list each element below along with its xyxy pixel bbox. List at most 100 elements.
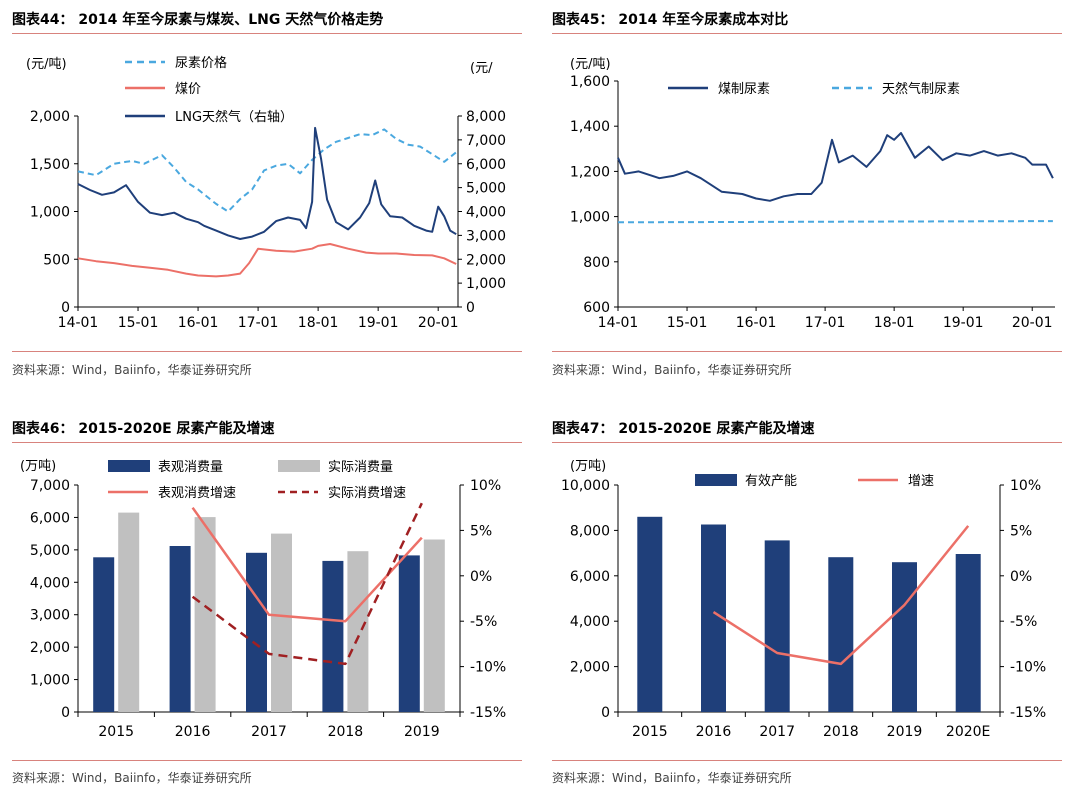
x-tick-label: 18-01 xyxy=(874,315,915,331)
y-tick-label-left: 6,000 xyxy=(30,510,70,526)
title-rule-46 xyxy=(12,442,522,443)
x-tick-label: 2020E xyxy=(946,724,990,740)
y-tick-label-left: 0 xyxy=(61,300,70,316)
x-tick-label: 2017 xyxy=(251,724,287,740)
source-note-46: 资料来源：Wind，Baiinfo，华泰证券研究所 xyxy=(12,771,252,785)
series-line xyxy=(77,128,457,213)
bar-实际消费量 xyxy=(347,551,369,712)
y-tick-label-left: 1,400 xyxy=(570,119,610,135)
y-tick-label-left: 600 xyxy=(583,300,610,316)
y-tick-label-left: 1,500 xyxy=(30,157,70,173)
y-tick-label-right: -15% xyxy=(470,705,506,721)
x-tick-label: 17-01 xyxy=(238,315,279,331)
y-tick-label-left: 2,000 xyxy=(30,640,70,656)
y-tick-label-right: 3,000 xyxy=(466,228,506,244)
x-tick-label: 2019 xyxy=(404,724,440,740)
y-tick-label-left: 4,000 xyxy=(570,614,610,630)
legend-swatch xyxy=(278,460,320,472)
bar-实际消费量 xyxy=(118,512,140,712)
bar-表观消费量 xyxy=(246,552,267,712)
y-axis-unit-left: (元/吨) xyxy=(26,57,67,72)
y-axis-unit: (万吨) xyxy=(570,459,606,474)
bar-表观消费量 xyxy=(322,560,344,712)
y-tick-label-right: 7,000 xyxy=(466,133,506,149)
source-rule-46 xyxy=(12,760,522,761)
y-tick-label-right: 0% xyxy=(470,569,492,585)
x-tick-label: 19-01 xyxy=(358,315,399,331)
x-tick-label: 20-01 xyxy=(1012,315,1053,331)
y-tick-label-left: 2,000 xyxy=(570,660,610,676)
y-tick-label-left: 8,000 xyxy=(570,523,610,539)
y-tick-label-right: 5% xyxy=(1010,523,1032,539)
chart-title-47: 图表47： 2015-2020E 尿素产能及增速 xyxy=(552,421,815,437)
y-tick-label-left: 6,000 xyxy=(570,569,610,585)
y-tick-label-right: 6,000 xyxy=(466,157,506,173)
chart-svg-47: (万吨) 有效产能 增速 10,000 8,000 6,000 4,000 2,000 0 10%… xyxy=(561,459,1046,740)
y-tick-label-right: 2,000 xyxy=(466,252,506,268)
legend-label: 煤制尿素 xyxy=(718,82,770,97)
title-rule-44 xyxy=(12,33,522,34)
x-tick-label: 15-01 xyxy=(118,315,159,331)
legend-label: 尿素价格 xyxy=(175,55,227,71)
bar-表观消费量 xyxy=(398,555,420,712)
y-axis-unit: (万吨) xyxy=(20,459,56,474)
y-tick-label-left: 7,000 xyxy=(30,478,70,494)
source-note-47: 资料来源：Wind，Baiinfo，华泰证券研究所 xyxy=(552,771,792,785)
series-line xyxy=(617,132,1054,202)
source-note-45: 资料来源：Wind，Baiinfo，华泰证券研究所 xyxy=(552,363,792,377)
series-line xyxy=(617,220,1053,224)
y-tick-label-right: 0 xyxy=(466,300,475,316)
series-line xyxy=(191,506,423,623)
y-tick-label-left: 1,600 xyxy=(570,74,610,90)
x-tick-label: 2016 xyxy=(175,724,211,740)
title-rule-47 xyxy=(552,442,1062,443)
y-tick-label-left: 1,000 xyxy=(570,210,610,226)
y-tick-label-left: 10,000 xyxy=(561,478,610,494)
y-tick-label-right: 4,000 xyxy=(466,205,506,221)
x-tick-label: 17-01 xyxy=(805,315,846,331)
source-rule-47 xyxy=(552,760,1062,761)
legend-label: 煤价 xyxy=(175,82,201,97)
series-line xyxy=(712,525,970,666)
source-rule-44 xyxy=(12,351,522,352)
x-tick-label: 18-01 xyxy=(298,315,339,331)
x-tick-label: 2017 xyxy=(759,724,795,740)
bar-表观消费量 xyxy=(169,546,191,712)
x-tick-label: 2018 xyxy=(328,724,364,740)
x-tick-label: 20-01 xyxy=(418,315,459,331)
y-tick-label-left: 1,000 xyxy=(30,205,70,221)
y-tick-label-right: 5,000 xyxy=(466,181,506,197)
y-tick-label-left: 1,000 xyxy=(30,673,70,689)
y-tick-label-right: 5% xyxy=(470,523,492,539)
y-tick-label-left: 4,000 xyxy=(30,575,70,591)
series-line xyxy=(77,243,457,278)
y-axis-unit: (元/吨) xyxy=(570,57,611,72)
y-tick-label-left: 0 xyxy=(61,705,70,721)
y-tick-label-right: 10% xyxy=(1010,478,1041,494)
y-tick-label-right: -5% xyxy=(470,614,497,630)
chart-title-46: 图表46： 2015-2020E 尿素产能及增速 xyxy=(12,421,275,437)
x-tick-label: 2018 xyxy=(823,724,859,740)
source-note-44: 资料来源：Wind，Baiinfo，华泰证券研究所 xyxy=(12,363,252,377)
y-tick-label-right: -5% xyxy=(1010,614,1037,630)
legend-swatch xyxy=(108,460,150,472)
bar-有效产能 xyxy=(637,516,663,712)
bar-有效产能 xyxy=(955,554,981,712)
bar-有效产能 xyxy=(828,557,854,712)
y-tick-label-left: 1,200 xyxy=(570,164,610,180)
title-rule-45 xyxy=(552,33,1062,34)
y-axis-unit-right: (元/ xyxy=(470,61,493,76)
bar-表观消费量 xyxy=(93,557,115,712)
chart-title-45: 图表45： 2014 年至今尿素成本对比 xyxy=(552,12,789,28)
series-line xyxy=(191,502,423,666)
y-tick-label-right: 8,000 xyxy=(466,109,506,125)
bar-实际消费量 xyxy=(194,517,216,712)
legend-label: 实际消费增速 xyxy=(328,486,406,501)
x-tick-label: 16-01 xyxy=(178,315,219,331)
y-tick-label-left: 2,000 xyxy=(30,109,70,125)
series-line xyxy=(77,126,457,240)
legend-label: 增速 xyxy=(908,474,934,489)
legend-label: 天然气制尿素 xyxy=(882,81,960,97)
